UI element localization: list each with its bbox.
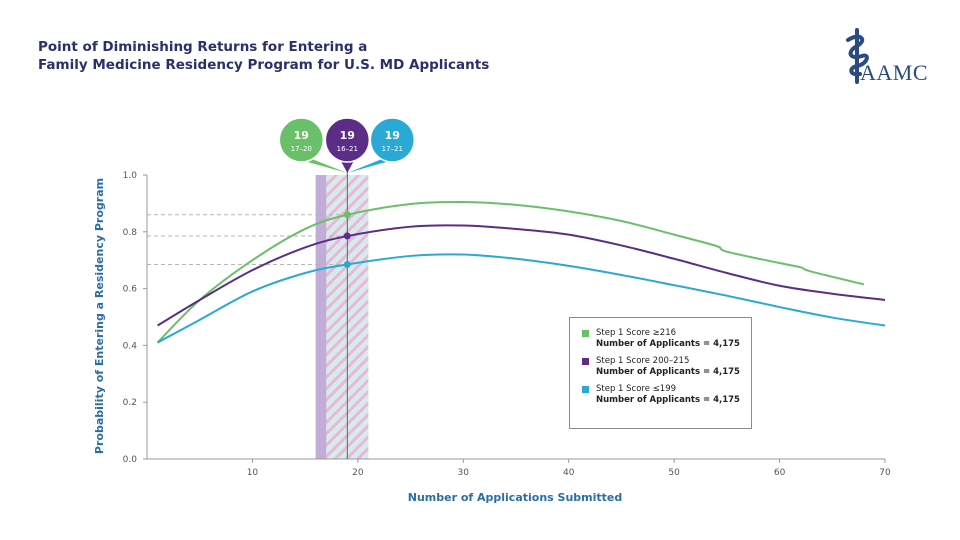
pdr-bubble-range-blue: 17–21 xyxy=(382,145,403,153)
y-tick-label: 0.6 xyxy=(123,285,138,295)
pdr-bubble-value-green: 19 xyxy=(294,129,309,142)
legend-count-green: Number of Applicants = 4,175 xyxy=(596,339,740,349)
legend-count-blue: Number of Applicants = 4,175 xyxy=(596,395,740,405)
legend-item-blue: Step 1 Score ≤199 Number of Applicants =… xyxy=(582,384,751,406)
axes: 0.0 0.2 0.4 0.6 0.8 1.0 10 20 30 40 50 60 70 xyxy=(123,171,891,478)
pdr-band-solid xyxy=(315,175,327,459)
legend-count-purple: Number of Applicants = 4,175 xyxy=(596,367,740,377)
legend-label-purple: Step 1 Score 200–215 xyxy=(596,356,690,366)
pdr-bubble-circle-purple xyxy=(324,117,371,163)
legend-label-blue: Step 1 Score ≤199 xyxy=(596,384,677,394)
pdr-bubble-purple: 19 16–21 xyxy=(324,117,371,173)
aamc-logo: AAMC xyxy=(840,28,940,90)
y-tick-label: 0.4 xyxy=(123,341,138,351)
pdr-bubble-green: 19 17–20 xyxy=(278,117,348,173)
pdr-bubble-range-purple: 16–21 xyxy=(337,145,358,153)
logo-text: AAMC xyxy=(860,60,929,85)
pdr-bubble-value-purple: 19 xyxy=(340,129,355,142)
legend-label-green: Step 1 Score ≥216 xyxy=(596,328,677,338)
series-line-green xyxy=(156,200,865,344)
x-tick-label: 50 xyxy=(668,468,680,478)
pdr-point-blue xyxy=(343,260,351,268)
legend-swatch-purple xyxy=(582,358,589,365)
chart-legend: Step 1 Score ≥216 Number of Applicants =… xyxy=(569,317,752,429)
legend-item-green: Step 1 Score ≥216 Number of Applicants =… xyxy=(582,328,751,350)
x-tick-label: 40 xyxy=(563,468,575,478)
pdr-point-purple xyxy=(343,232,351,240)
pdr-bubbles: 19 17–20 19 17–21 19 16–21 xyxy=(278,117,416,173)
caduceus-icon xyxy=(846,28,869,84)
series-line-purple xyxy=(157,224,886,327)
chart-title-line1: Point of Diminishing Returns for Enterin… xyxy=(38,39,368,55)
pdr-bubble-range-green: 17–20 xyxy=(291,145,312,153)
pdr-bubble-circle-blue xyxy=(369,117,416,163)
pdr-bubble-blue: 19 17–21 xyxy=(347,117,416,173)
x-tick-label: 60 xyxy=(774,468,786,478)
chart-title-line2: Family Medicine Residency Program for U.… xyxy=(38,57,490,73)
pdr-bubble-circle-green xyxy=(278,117,325,163)
legend-swatch-blue xyxy=(582,386,589,393)
x-tick-label: 70 xyxy=(879,468,891,478)
series-lines xyxy=(156,200,886,344)
chart-title: Point of Diminishing Returns for Enterin… xyxy=(38,38,489,74)
legend-swatch-green xyxy=(582,330,589,337)
series-line-blue xyxy=(157,253,886,344)
y-tick-label: 0.2 xyxy=(123,398,137,408)
y-tick-label: 0.0 xyxy=(123,455,138,465)
legend-item-purple: Step 1 Score 200–215 Number of Applicant… xyxy=(582,356,751,378)
pdr-bubble-value-blue: 19 xyxy=(385,129,400,142)
pdr-point-green xyxy=(343,211,351,219)
x-tick-label: 20 xyxy=(352,468,364,478)
y-tick-label: 1.0 xyxy=(123,171,138,181)
x-tick-label: 30 xyxy=(458,468,470,478)
x-axis-label: Number of Applications Submitted xyxy=(408,491,623,504)
pdr-bands xyxy=(315,169,369,459)
y-axis-label: Probability of Entering a Residency Prog… xyxy=(93,178,106,454)
x-tick-label: 10 xyxy=(247,468,259,478)
y-tick-label: 0.8 xyxy=(123,228,138,238)
